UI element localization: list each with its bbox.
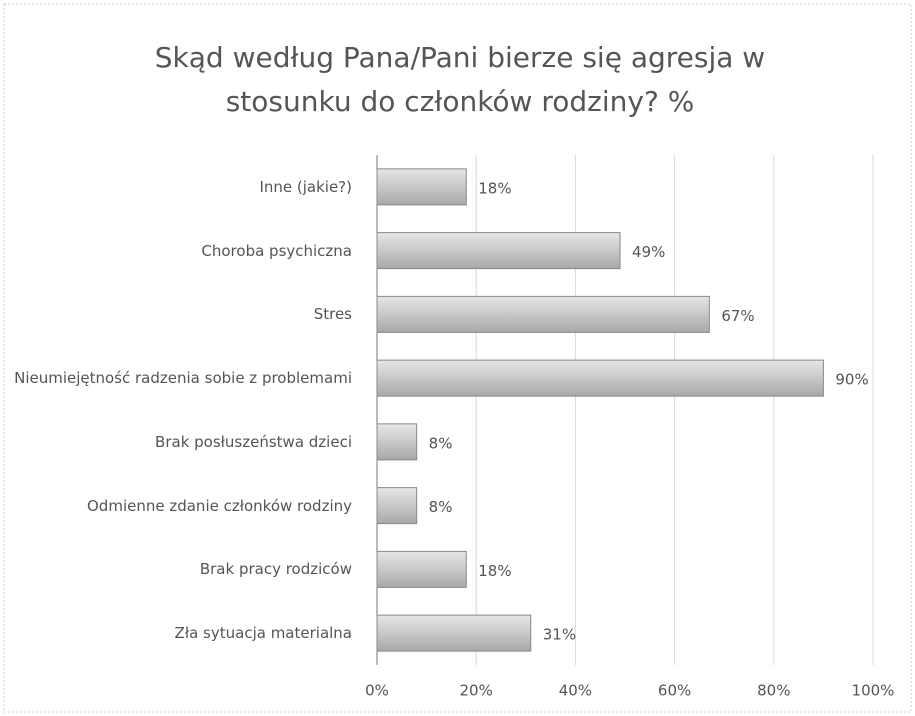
- data-label: 31%: [543, 626, 576, 644]
- data-label: 8%: [429, 434, 453, 452]
- x-tick-label: 40%: [559, 682, 592, 700]
- x-tick-label: 60%: [658, 682, 691, 700]
- x-tick-label: 0%: [365, 682, 389, 700]
- y-tick-label: Odmienne zdanie członków rodziny: [87, 496, 352, 515]
- y-tick-label: Choroba psychiczna: [201, 241, 352, 260]
- y-tick-label: Stres: [313, 305, 352, 324]
- bar: [376, 232, 621, 270]
- x-tick-label: 100%: [852, 682, 895, 700]
- data-label: 90%: [835, 371, 868, 389]
- y-tick-label: Nieumiejętność radzenia sobie z problema…: [14, 369, 352, 388]
- x-tick-label: 20%: [460, 682, 493, 700]
- bar: [376, 359, 824, 397]
- chart-border: [3, 3, 912, 713]
- data-label: 49%: [632, 243, 665, 261]
- y-tick-label: Inne (jakie?): [259, 177, 352, 196]
- bar: [376, 614, 532, 652]
- data-label: 18%: [478, 562, 511, 580]
- y-tick-label: Zła sytuacja materialna: [174, 624, 352, 643]
- bar: [376, 295, 710, 333]
- bar: [376, 487, 418, 525]
- data-label: 8%: [429, 498, 453, 516]
- data-label: 67%: [721, 307, 754, 325]
- data-label: 18%: [478, 179, 511, 197]
- x-tick-label: 80%: [757, 682, 790, 700]
- y-tick-label: Brak posłuszeństwa dzieci: [155, 432, 352, 451]
- bar: [376, 550, 467, 588]
- bar: [376, 423, 418, 461]
- chart-title: Skąd według Pana/Pani bierze się agresja…: [154, 41, 766, 118]
- y-tick-label: Brak pracy rodziców: [199, 560, 352, 579]
- bar: [376, 168, 467, 206]
